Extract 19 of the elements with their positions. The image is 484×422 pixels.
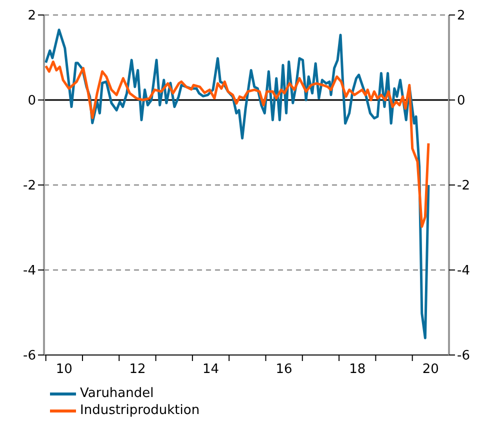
legend-label: Industriproduktion	[80, 402, 200, 419]
x-tick-label: 10	[56, 362, 72, 377]
x-tick-label: 16	[276, 362, 292, 377]
line-series	[44, 60, 430, 228]
x-tick-label: 12	[129, 362, 146, 377]
x-tick-label: 14	[202, 362, 220, 377]
x-tick-label: 18	[349, 362, 366, 377]
y-tick-label: -4	[23, 264, 36, 279]
y-tick-label: -6	[23, 348, 36, 364]
y2-tick-label: 0	[457, 94, 466, 109]
y2-tick-label: -4	[457, 264, 470, 279]
y2-tick-label: 2	[457, 8, 466, 24]
y-tick-label: 2	[28, 8, 36, 24]
x-tick-label: 20	[422, 362, 439, 377]
y2-tick-label: -6	[457, 348, 470, 364]
y-tick-label: 0	[28, 94, 36, 109]
legend-label: Varuhandel	[80, 385, 154, 402]
y-tick-label: -2	[23, 178, 36, 194]
y2-tick-label: -2	[457, 178, 470, 194]
